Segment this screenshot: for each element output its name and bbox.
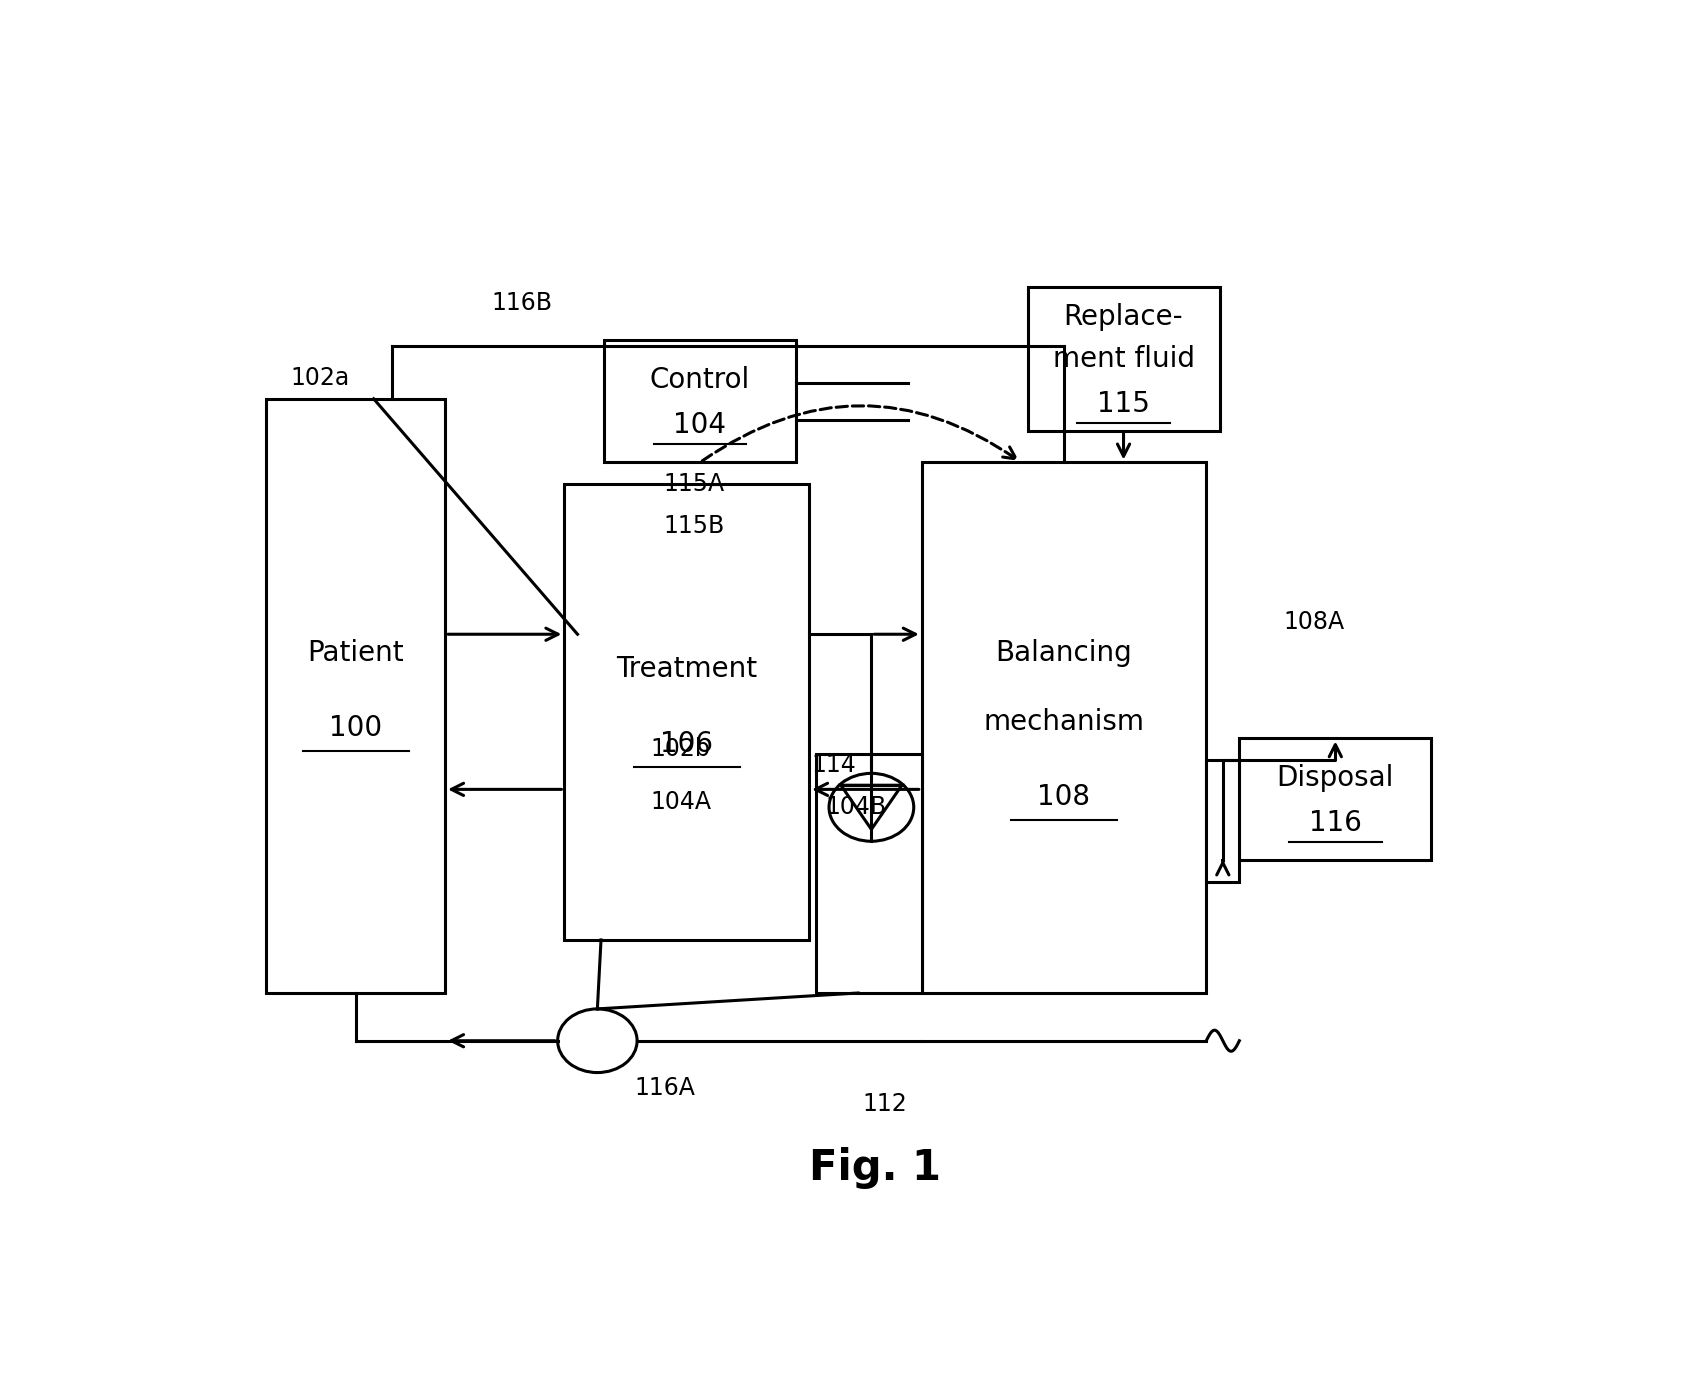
Text: Treatment: Treatment [616,656,756,683]
Text: 115: 115 [1096,390,1149,418]
Text: 100: 100 [329,714,382,741]
Text: 108: 108 [1036,783,1089,810]
Bar [816,754,922,994]
Text: mechanism: mechanism [983,708,1144,736]
Text: 112: 112 [862,1093,906,1116]
Text: 116: 116 [1308,809,1360,836]
Text: Fig. 1: Fig. 1 [809,1146,941,1189]
Text: Replace-: Replace- [1063,303,1183,331]
Bar [604,340,795,463]
Text: ment fluid: ment fluid [1052,344,1193,373]
Text: 102b: 102b [650,737,710,761]
Text: 116A: 116A [633,1076,695,1101]
Text: 115A: 115A [664,471,724,496]
Text: 104B: 104B [824,795,886,820]
Text: Control: Control [649,367,749,394]
Text: Patient: Patient [307,639,405,667]
Text: 102a: 102a [290,365,350,390]
Bar [1028,288,1219,430]
Text: 106: 106 [661,729,714,758]
Bar [1239,739,1430,860]
Text: 104: 104 [673,411,725,438]
Text: 104A: 104A [650,790,710,814]
Text: 114: 114 [811,752,857,777]
Text: 108A: 108A [1282,609,1343,634]
Bar [1205,759,1239,882]
Text: Balancing: Balancing [995,639,1132,667]
Text: 116B: 116B [492,291,551,316]
Bar [563,484,809,940]
Text: Disposal: Disposal [1275,765,1393,792]
Bar [266,398,446,994]
Text: 115B: 115B [664,514,724,539]
Bar [922,463,1205,994]
